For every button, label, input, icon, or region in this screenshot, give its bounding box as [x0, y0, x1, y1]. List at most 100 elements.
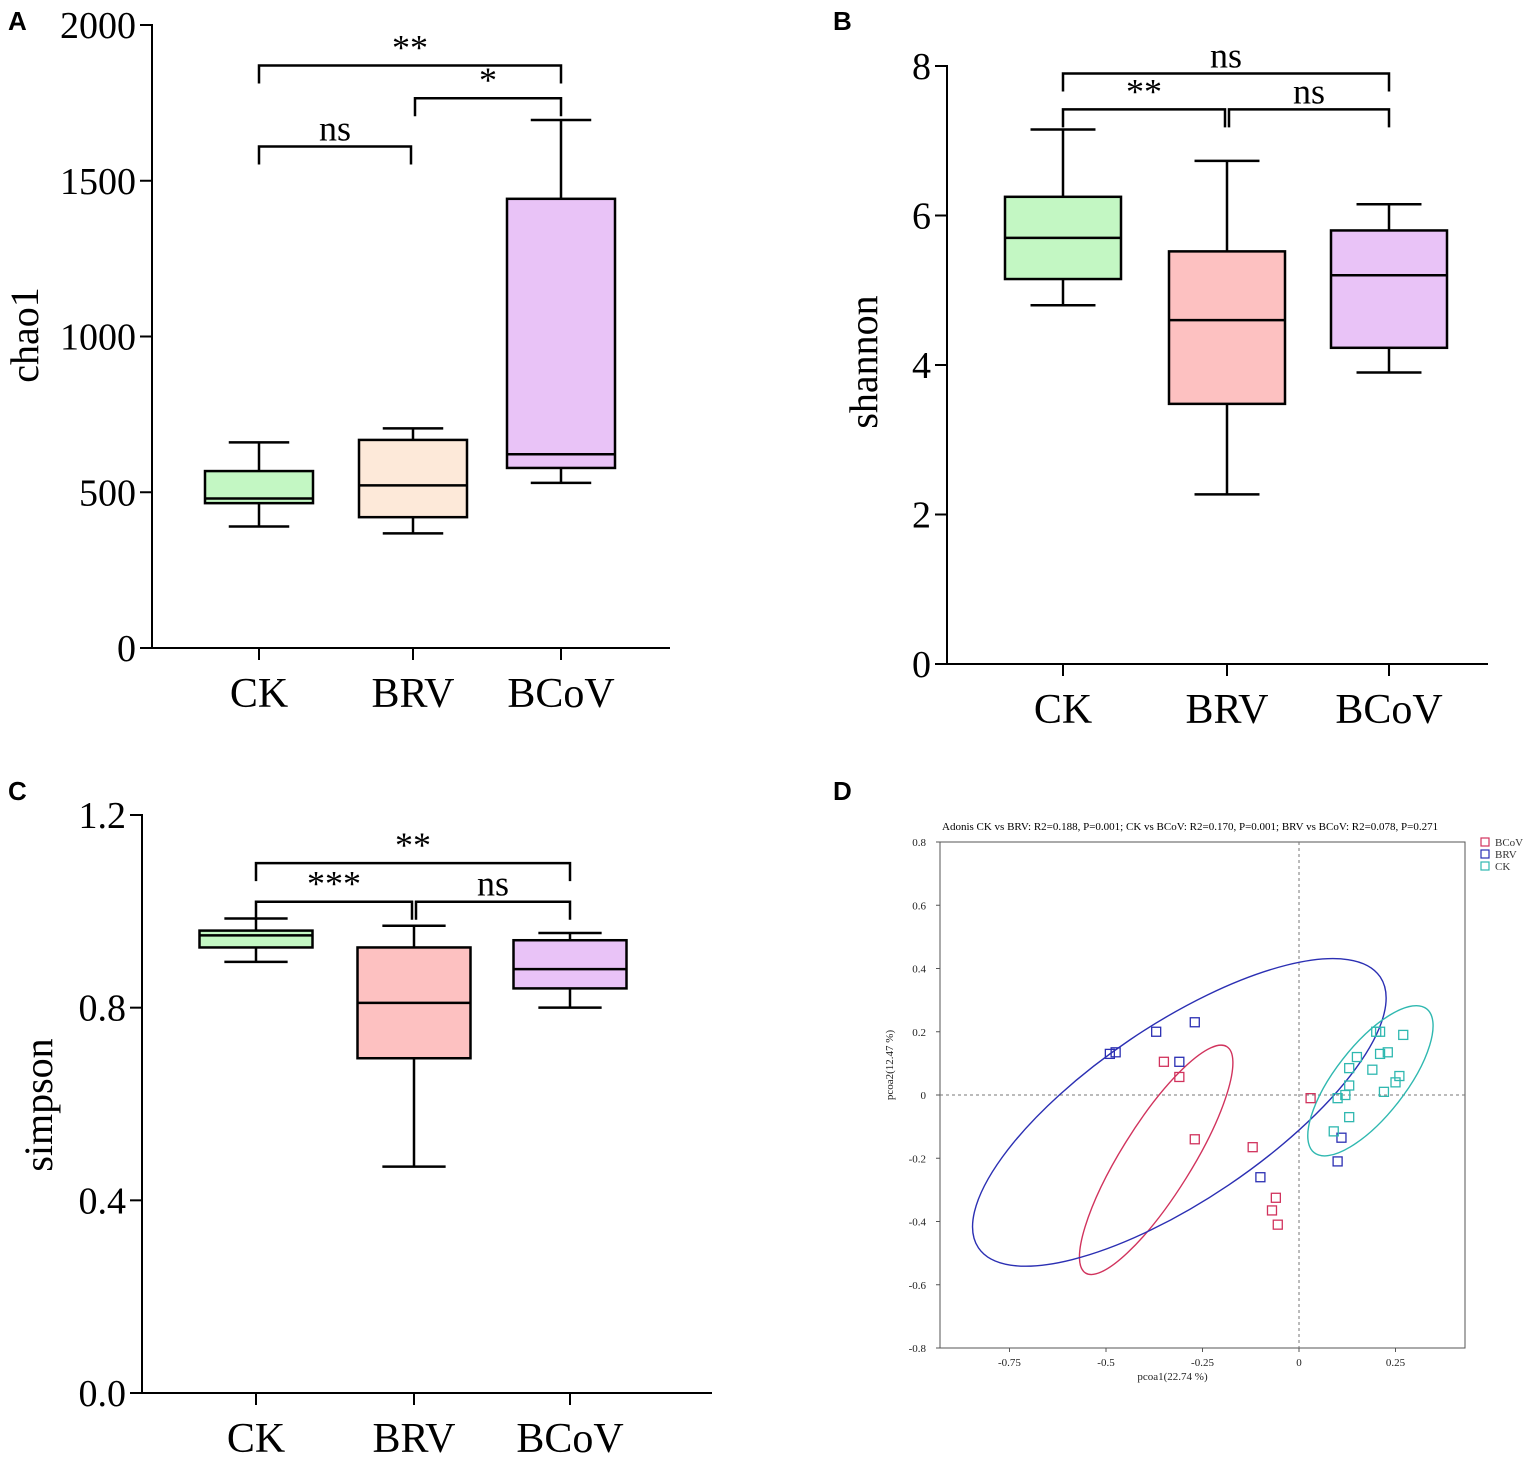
a-y-tick-label: 500 — [79, 472, 136, 514]
b-category-label-bcov: BCoV — [1335, 687, 1442, 733]
d-legend-label-brv: BRV — [1495, 849, 1517, 861]
d-point-bcov — [1272, 1219, 1283, 1230]
d-point-ck — [1344, 1111, 1355, 1123]
b-significance-label-0: ns — [1210, 35, 1242, 75]
c-y-tick-label: 0.0 — [79, 1373, 127, 1415]
d-point-brv — [1151, 1026, 1162, 1037]
d-x-tick-label: -0.75 — [998, 1357, 1021, 1369]
a-significance-label-2: ns — [319, 108, 351, 148]
panel-letter-b: B — [833, 6, 852, 36]
d-point-bcov — [1158, 1056, 1170, 1067]
d-point-ck — [1367, 1064, 1378, 1075]
d-point-bcov — [1266, 1205, 1278, 1216]
panel-b-shannon-boxplot: 0 2 4 6 8 CK BRV BCoV shannon ns ** ns — [841, 35, 1488, 733]
d-y-tick-label: -0.4 — [909, 1217, 927, 1229]
b-significance-label-2: ns — [1293, 71, 1325, 111]
d-point-ck — [1332, 1093, 1343, 1104]
d-point-brv — [1336, 1132, 1347, 1143]
d-adonis-title: Adonis CK vs BRV: R2=0.188, P=0.001; CK … — [942, 821, 1438, 833]
d-point-ck — [1328, 1126, 1339, 1137]
d-point-ck — [1394, 1070, 1405, 1082]
a-y-tick-label: 2000 — [60, 5, 136, 47]
a-box-bcov — [505, 197, 617, 470]
d-x-tick-label: 0.25 — [1386, 1357, 1406, 1369]
c-y-tick-label: 0.4 — [79, 1180, 127, 1222]
d-y-tick-label: 0 — [921, 1090, 927, 1102]
d-x-tick-label: -0.25 — [1191, 1357, 1214, 1369]
d-y-tick-label: -0.6 — [909, 1280, 927, 1292]
a-y-tick-label: 1000 — [60, 317, 136, 359]
b-category-label-brv: BRV — [1186, 687, 1269, 733]
c-significance-label-2: ns — [477, 864, 509, 904]
d-point-ck — [1344, 1062, 1355, 1074]
d-y-tick-label: -0.2 — [909, 1153, 926, 1165]
b-significance-bracket-2 — [1227, 108, 1391, 128]
b-y-tick-label: 4 — [912, 345, 931, 387]
panel-d-pcoa-scatter: Adonis CK vs BRV: R2=0.188, P=0.001; CK … — [884, 821, 1523, 1383]
c-significance-bracket-0 — [254, 861, 572, 882]
c-category-label-brv: BRV — [373, 1416, 456, 1458]
c-box-bcov — [512, 938, 628, 990]
c-y-axis-title: simpson — [16, 1038, 61, 1171]
c-significance-bracket-1 — [254, 900, 414, 920]
d-legend-marker-ck — [1480, 861, 1490, 871]
d-point-ck — [1344, 1080, 1355, 1091]
b-box-brv — [1167, 250, 1287, 406]
d-point-bcov — [1305, 1093, 1316, 1104]
d-point-brv — [1332, 1156, 1343, 1167]
panel-letter-a: A — [8, 6, 27, 36]
b-y-tick-label: 8 — [912, 46, 931, 88]
b-category-label-ck: CK — [1034, 687, 1092, 733]
a-significance-label-1: * — [479, 60, 497, 100]
c-category-label-bcov: BCoV — [516, 1416, 623, 1458]
d-y-tick-label: 0.6 — [912, 900, 926, 912]
panel-letter-c: C — [8, 776, 27, 806]
d-point-ck — [1382, 1047, 1393, 1058]
d-x-tick-label: 0 — [1296, 1357, 1302, 1369]
d-point-brv — [1189, 1017, 1200, 1028]
b-y-tick-label: 2 — [912, 495, 931, 537]
d-point-ck — [1398, 1029, 1409, 1041]
d-point-ck — [1351, 1051, 1363, 1063]
d-point-brv — [1174, 1056, 1185, 1067]
d-point-ck — [1378, 1086, 1390, 1097]
a-category-label-ck: CK — [230, 671, 288, 717]
c-y-tick-label: 0.8 — [79, 988, 127, 1030]
b-significance-bracket-1 — [1061, 108, 1227, 128]
c-significance-label-0: ** — [395, 825, 431, 865]
a-category-label-brv: BRV — [372, 671, 455, 717]
a-y-tick-label: 1500 — [60, 161, 136, 203]
d-x-axis-title: pcoa1(22.74 %) — [1137, 1371, 1208, 1383]
a-box-brv — [357, 438, 469, 519]
d-ellipse-brv — [971, 957, 1387, 1267]
d-point-bcov — [1189, 1134, 1200, 1145]
d-ellipse-ck — [1307, 1004, 1434, 1157]
d-y-tick-label: 0.4 — [912, 964, 926, 976]
a-significance-bracket-0 — [257, 64, 563, 84]
b-significance-label-1: ** — [1126, 71, 1162, 111]
d-point-brv — [1104, 1048, 1116, 1060]
a-significance-bracket-2 — [257, 145, 413, 165]
a-y-axis-title: chao1 — [2, 287, 47, 383]
d-point-ck — [1374, 1048, 1386, 1060]
d-point-ck — [1374, 1026, 1386, 1037]
d-point-bcov — [1174, 1071, 1185, 1083]
d-point-brv — [1110, 1047, 1121, 1058]
a-category-label-bcov: BCoV — [507, 671, 614, 717]
c-significance-label-1: *** — [307, 864, 361, 904]
b-y-tick-label: 0 — [912, 644, 931, 686]
d-legend-marker-brv — [1480, 849, 1490, 859]
d-legend-marker-bcov — [1480, 837, 1490, 847]
a-significance-bracket-1 — [413, 96, 563, 117]
a-y-tick-label: 0 — [117, 628, 136, 670]
d-point-bcov — [1270, 1192, 1281, 1203]
d-legend-label-ck: CK — [1495, 861, 1510, 873]
d-legend-label-bcov: BCoV — [1495, 837, 1523, 849]
a-significance-label-0: ** — [392, 27, 428, 67]
c-significance-bracket-2 — [414, 900, 572, 920]
d-y-tick-label: 0.2 — [912, 1027, 926, 1039]
c-y-tick-label: 1.2 — [79, 795, 127, 837]
